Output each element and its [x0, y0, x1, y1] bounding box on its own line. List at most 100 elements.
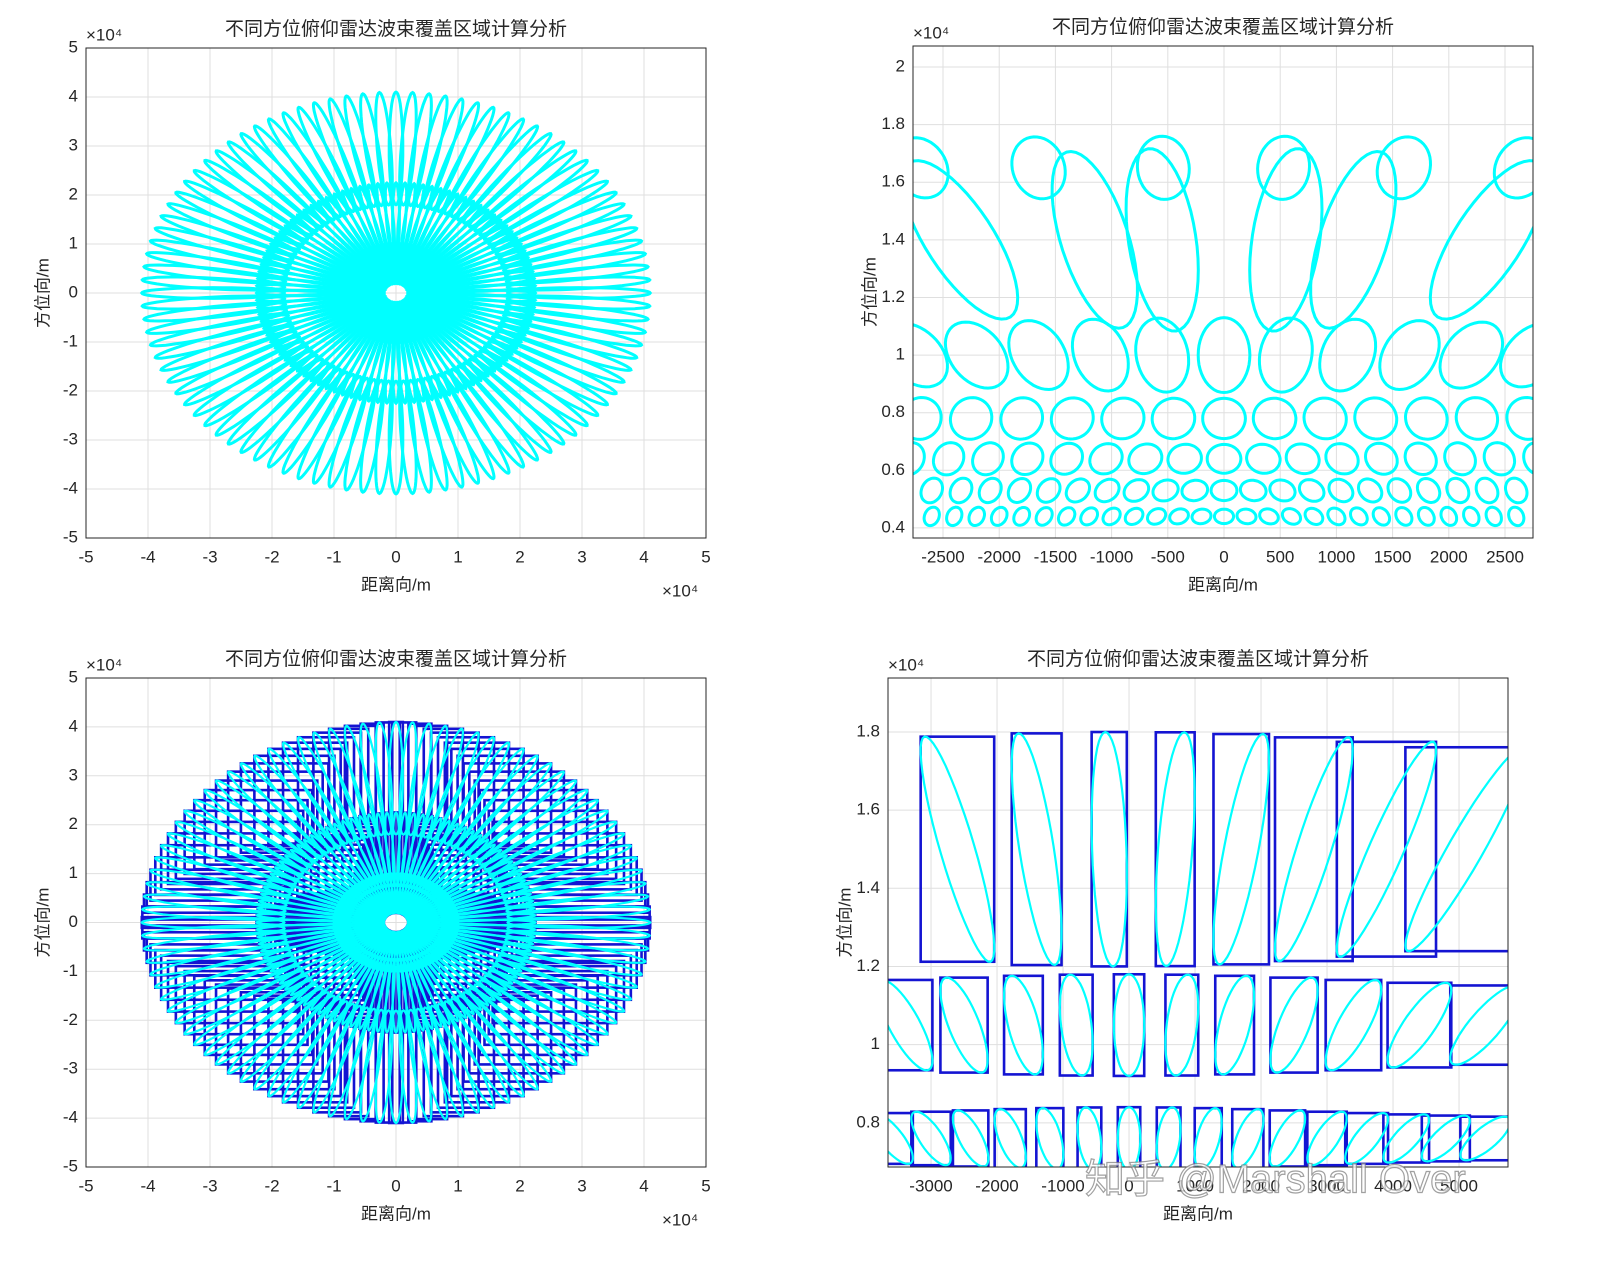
beam-ellipse	[412, 955, 451, 1026]
beam-box	[888, 1111, 915, 1166]
beam-ellipse	[343, 724, 377, 838]
x-tick-label: 3	[577, 1176, 586, 1195]
beam-ellipse	[182, 179, 305, 246]
beam-ellipse	[1010, 441, 1045, 477]
beam-ellipse	[358, 814, 386, 889]
beam-ellipse	[1499, 323, 1533, 389]
beam-ellipse	[1258, 507, 1280, 526]
beam-ellipse	[384, 957, 396, 1034]
beam-ellipse	[913, 441, 926, 476]
beam-ellipse	[1214, 974, 1256, 1076]
beam-ellipse	[414, 94, 449, 209]
x-tick-label: -1500	[1034, 547, 1077, 566]
beam-ellipse	[1504, 476, 1529, 505]
beam-ellipse	[415, 822, 460, 891]
beam-ellipse	[429, 848, 502, 900]
beam-ellipse	[281, 111, 349, 216]
beam-ellipse	[142, 893, 287, 914]
beam-ellipse	[400, 812, 417, 888]
beam-ellipse	[159, 324, 295, 372]
beam-ellipse	[1012, 506, 1032, 527]
beam-ellipse	[427, 843, 496, 898]
beam-ellipse	[1324, 978, 1383, 1072]
beam-ellipse	[406, 92, 433, 208]
x-axis-label: 距离向/m	[361, 1204, 431, 1223]
y-tick-label: -5	[63, 1156, 78, 1175]
y-tick-label: 1.6	[856, 800, 880, 819]
beam-ellipse	[1168, 507, 1190, 526]
beam-ellipse	[1256, 134, 1312, 201]
beam-ellipse	[166, 330, 298, 384]
x-tick-label: 2	[515, 1176, 524, 1195]
beam-ellipse	[1146, 507, 1168, 526]
y-tick-label: -2	[63, 1010, 78, 1029]
x-axis-label: 距离向/m	[361, 575, 431, 594]
beam-ellipse	[1505, 395, 1533, 441]
beam-ellipse	[506, 924, 652, 940]
x-tick-label: -5	[78, 1176, 93, 1195]
beam-ellipse	[436, 937, 523, 973]
beam-box	[427, 947, 496, 1002]
beam-ellipse	[391, 957, 401, 1034]
beam-ellipse	[349, 816, 383, 890]
beam-ellipse	[359, 378, 386, 494]
beam-ellipse	[262, 885, 354, 913]
x-tick-label: -4	[140, 547, 155, 566]
beam-ellipse	[971, 441, 1005, 477]
beam-ellipse	[433, 941, 514, 985]
beam-ellipse	[257, 928, 353, 946]
beam-ellipse	[296, 843, 365, 898]
beam-ellipse	[1394, 506, 1414, 527]
beam-ellipse	[296, 947, 365, 1002]
beam-ellipse	[425, 949, 490, 1007]
beam-ellipse	[1231, 1107, 1265, 1167]
beam-ellipse	[436, 872, 523, 908]
beam-ellipse	[375, 957, 392, 1033]
beam-ellipse	[1273, 736, 1354, 963]
beam-ellipse	[1180, 478, 1210, 503]
beam-ellipse	[409, 816, 443, 890]
beam-ellipse	[166, 832, 298, 886]
beam-ellipse	[919, 476, 944, 505]
x-axis-label: 距离向/m	[1188, 575, 1258, 594]
beam-ellipse	[919, 735, 996, 963]
beam-box	[919, 735, 996, 964]
beam-ellipse	[273, 939, 357, 979]
beam-ellipse	[1353, 396, 1399, 441]
beam-ellipse	[487, 969, 609, 1036]
beam-ellipse	[309, 950, 369, 1011]
beam-ellipse	[977, 476, 1003, 505]
beam-ellipse	[1058, 973, 1094, 1077]
beam-ellipse	[1474, 476, 1500, 505]
x-tick-label: -1	[326, 547, 341, 566]
beam-ellipse	[1404, 756, 1508, 953]
beam-ellipse	[1112, 973, 1146, 1078]
beam-ellipse	[473, 353, 578, 437]
beam-ellipse	[374, 1008, 394, 1124]
beam-ellipse	[343, 1007, 377, 1121]
beam-ellipse	[174, 964, 301, 1025]
y-tick-label: 0	[69, 282, 78, 301]
beam-ellipse	[405, 291, 461, 299]
y-tick-label: -4	[63, 478, 78, 497]
y-tick-label: -1	[63, 331, 78, 350]
plot-frame	[85, 677, 707, 1168]
x-tick-label: 3000	[1308, 1176, 1346, 1195]
beam-ellipse	[429, 1004, 480, 1114]
beam-ellipse	[478, 788, 589, 866]
beam-ellipse	[1164, 973, 1200, 1077]
x-tick-label: 0	[391, 1176, 400, 1195]
beam-box	[1269, 976, 1319, 1074]
beam-ellipse	[1371, 506, 1392, 527]
beam-ellipse	[456, 994, 539, 1091]
x-tick-label: 5	[701, 1176, 710, 1195]
x-tick-label: -3	[202, 1176, 217, 1195]
beam-ellipse	[1154, 731, 1196, 968]
beam-ellipse	[1035, 477, 1062, 504]
beam-ellipse	[1280, 507, 1302, 526]
beam-ellipse	[412, 819, 451, 890]
plot-marks	[139, 90, 653, 496]
x-tick-label: -5	[78, 547, 93, 566]
beam-ellipse	[1134, 316, 1191, 394]
beam-ellipse	[142, 263, 288, 285]
